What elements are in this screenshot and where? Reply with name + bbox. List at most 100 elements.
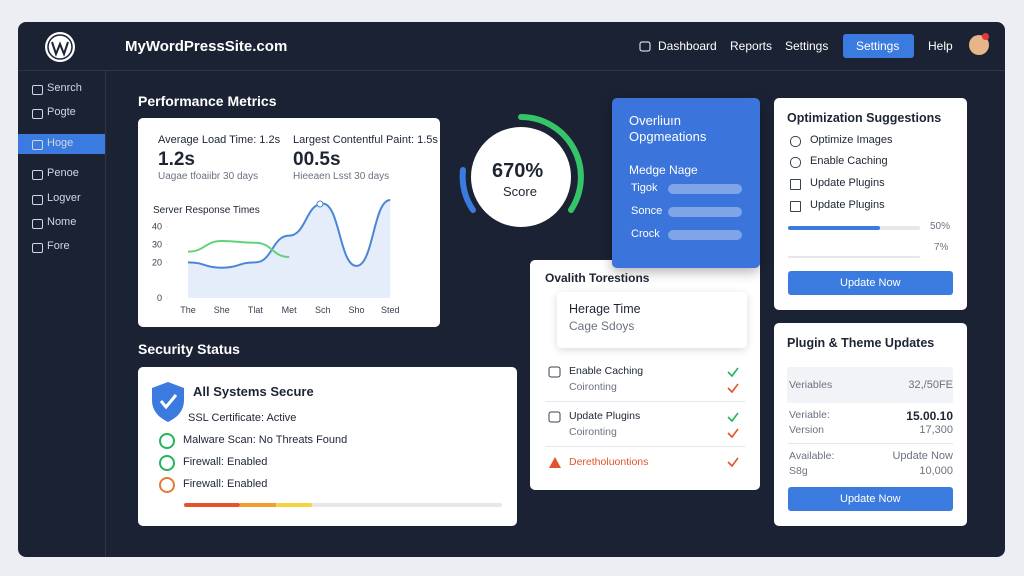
update-value: 15.00.10 — [906, 409, 953, 423]
notification-dot — [982, 33, 989, 40]
alert-text: Deretholuontions — [569, 456, 649, 468]
security-item: SSL Certificate: Active — [188, 412, 297, 424]
line — [187, 239, 290, 259]
x-tick-label: Tlat — [248, 305, 264, 315]
suggestion-item[interactable]: Enable Caching — [810, 155, 888, 167]
sidebar-icon — [32, 170, 43, 180]
button[interactable] — [788, 487, 953, 511]
checkbox[interactable] — [790, 157, 801, 168]
row-label: Crock — [631, 228, 660, 240]
x-tick-label: The — [180, 305, 196, 315]
x-tick-label: Sch — [315, 305, 331, 315]
question-item[interactable]: Update Plugins — [569, 410, 641, 422]
strength-seg — [184, 503, 240, 507]
sidebar-icon — [32, 109, 43, 119]
button-label[interactable]: Update Now — [840, 493, 901, 505]
card-title: Optimization Suggestions — [787, 111, 942, 125]
y-tick-label: 0 — [157, 293, 162, 303]
strength-track — [184, 503, 502, 507]
checkbox[interactable] — [790, 179, 801, 190]
sidebar-icon — [32, 140, 43, 150]
security-item: Firewall: Enabled — [183, 478, 268, 490]
metric-value: 00.5s — [293, 149, 341, 170]
card-title: Overliuın Opgmeations — [629, 113, 707, 144]
card-title: Plugin & Theme Updates — [787, 336, 935, 350]
update-key: Version — [789, 424, 825, 436]
nav-link[interactable]: Help — [928, 39, 953, 53]
security-item: Malware Scan: No Threats Found — [183, 434, 348, 446]
site-name[interactable]: MyWordPressSite.com — [125, 38, 288, 55]
status-ring — [159, 477, 175, 493]
strength-seg — [276, 503, 312, 507]
y-tick-label: 30 — [152, 240, 162, 250]
sidebar-item[interactable]: Pogte — [47, 106, 76, 118]
status-ring — [159, 433, 175, 449]
section-title: Performance Metrics — [138, 93, 277, 109]
metrics-card — [138, 118, 440, 327]
topbar-divider — [18, 70, 1005, 71]
row-label: Tigok — [631, 182, 658, 194]
metric-note: Uagae tfoaiibr 30 days — [158, 171, 259, 182]
button[interactable] — [788, 271, 953, 295]
line — [187, 199, 391, 269]
progress-fill — [788, 226, 880, 230]
section-title: Security Status — [138, 341, 240, 357]
checkbox[interactable] — [790, 136, 801, 147]
metric-note: Hieeaen Lsst 30 days — [293, 171, 390, 182]
update-value: Update Now — [892, 450, 953, 462]
question-sub: Coironting — [569, 381, 617, 393]
sidebar-icon — [32, 219, 43, 229]
y-tick-label: 20 — [152, 257, 162, 267]
suggestion-item[interactable]: Optimize Images — [810, 134, 893, 146]
nav-link[interactable]: Settings — [785, 39, 829, 53]
nav-button[interactable] — [843, 34, 914, 58]
sidebar-item[interactable]: Penoe — [47, 167, 79, 179]
sidebar-item[interactable]: Logver — [47, 192, 81, 204]
nav-button-label[interactable]: Settings — [856, 39, 900, 53]
sidebar-item[interactable]: Fore — [47, 240, 70, 252]
question-item[interactable]: Enable Caching — [569, 365, 644, 377]
gauge-value: 670% — [492, 160, 544, 182]
metric-label: Average Load Time: 1.2s — [158, 134, 281, 146]
divider — [788, 443, 953, 444]
highlight-row — [787, 367, 953, 403]
security-card — [138, 367, 517, 526]
x-tick-label: Met — [282, 305, 298, 315]
nav-link[interactable]: Dashboard — [658, 39, 717, 53]
suggestion-item[interactable]: Update Plugins — [810, 177, 885, 189]
checkbox[interactable] — [790, 201, 801, 212]
suggestion-item[interactable]: Update Plugins — [810, 199, 885, 211]
row-bar — [668, 207, 742, 217]
divider — [545, 401, 745, 402]
sidebar-item[interactable]: Hoge — [47, 137, 74, 149]
area — [188, 200, 391, 298]
divider — [545, 446, 745, 447]
x-tick-label: Sted — [381, 305, 400, 315]
sidebar-item[interactable]: Nome — [47, 216, 77, 228]
avatar[interactable] — [969, 35, 989, 55]
shield-icon — [152, 382, 184, 422]
card-subtitle: Medge Nage — [629, 163, 698, 177]
update-value: 32,/50FE — [908, 379, 953, 391]
nav-link[interactable]: Reports — [730, 39, 773, 53]
sidebar-item[interactable]: Senrch — [47, 82, 82, 94]
security-item: Firewall: Enabled — [183, 456, 268, 468]
x-tick-label: She — [214, 305, 230, 315]
update-key: Veriables — [789, 379, 833, 391]
logo — [45, 32, 75, 62]
line-chart: Server Response Times 0 20 30 40 The She Tlat Me… — [152, 199, 400, 315]
update-key: Veriable: — [789, 409, 830, 421]
info-subtitle: Cage Sdoys — [569, 319, 635, 333]
overview-card — [612, 98, 760, 268]
x-tick-label: Sho — [348, 305, 364, 315]
update-value: 17,300 — [919, 424, 953, 436]
metric-value: 1.2s — [158, 149, 195, 170]
update-value: 10,000 — [919, 465, 953, 477]
y-tick-label: 40 — [152, 222, 162, 232]
sidebar-icon — [32, 243, 43, 253]
question-sub: Coironting — [569, 426, 617, 438]
row-label: Sonce — [631, 205, 663, 217]
button-label[interactable]: Update Now — [840, 277, 901, 289]
progress-label: 7% — [934, 242, 949, 253]
